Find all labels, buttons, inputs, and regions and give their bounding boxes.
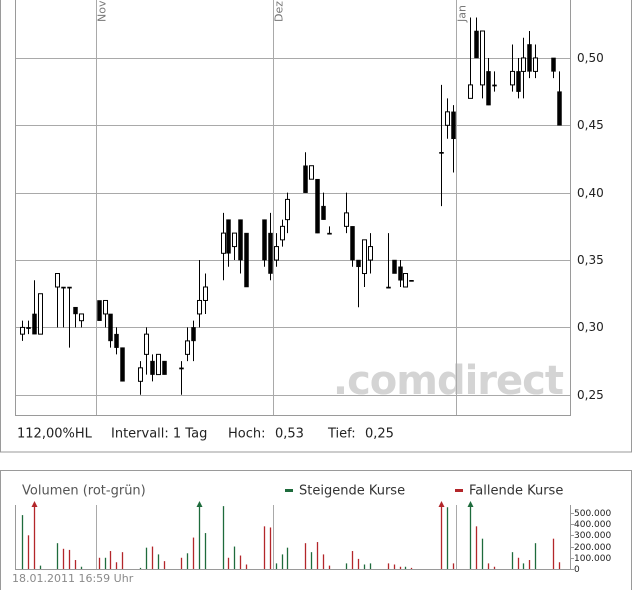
volume-tick-label: 400.000 [574, 520, 611, 530]
candle-body [356, 259, 361, 268]
y-tick-label: 0,50 [577, 51, 604, 65]
candle-body [368, 246, 373, 261]
candle-body [321, 205, 326, 220]
timestamp: 18.01.2011 16:59 Uhr [12, 572, 134, 585]
candle-body [285, 198, 290, 221]
candle-body [344, 212, 349, 227]
high-label: Hoch: [228, 427, 266, 442]
candle-body [510, 70, 515, 86]
candle-body [150, 360, 155, 375]
volume-overflow-arrow [31, 501, 38, 507]
candle-body [362, 239, 367, 275]
candle-body [303, 165, 308, 193]
candle-body [114, 333, 119, 348]
candle-body [480, 30, 485, 86]
candle-body [309, 165, 314, 180]
volume-tick-label: 300.000 [574, 531, 611, 541]
x-tick-label: Dez [273, 1, 286, 22]
candle-body [350, 226, 355, 261]
candle-body [262, 219, 267, 261]
candle-body [327, 232, 332, 235]
candle-body [516, 71, 521, 92]
volume-tick-label: 500.000 [574, 509, 611, 519]
candle-body [392, 259, 397, 274]
volume-overflow-arrow [438, 501, 445, 507]
candle-body [238, 219, 243, 261]
candle-body [551, 57, 556, 72]
volume-tick-label: 200.000 [574, 543, 611, 553]
candle-body [185, 340, 190, 355]
candle-body [191, 327, 196, 342]
candle-body [67, 286, 72, 289]
candle-body [55, 273, 60, 288]
y-tick-label: 0,40 [577, 186, 604, 200]
legend-swatch [285, 489, 293, 492]
candle-body [108, 313, 113, 342]
candle-body [451, 111, 456, 140]
candle-body [244, 232, 249, 288]
candle-body [527, 44, 532, 72]
candle-body [32, 313, 37, 335]
scale-info: 112,00%HL [17, 427, 93, 442]
candle-body [533, 57, 538, 72]
candle-body [203, 286, 208, 301]
low-value: 0,25 [365, 427, 394, 442]
candle-body [557, 91, 562, 126]
candle-body [274, 246, 279, 261]
candle-body [521, 57, 526, 72]
candle-body [61, 286, 66, 289]
candle-body [409, 280, 414, 282]
volume-tick-label: 100.000 [574, 554, 611, 564]
y-tick-label: 0,30 [577, 320, 604, 334]
candle-body [73, 306, 78, 315]
candle-body [97, 300, 102, 321]
candle-body [26, 327, 31, 329]
candle-body [232, 232, 237, 248]
candle-body [386, 286, 391, 289]
candle-body [445, 111, 450, 126]
y-tick-label: 0,35 [577, 253, 604, 267]
candle-body [38, 293, 43, 335]
candle-body [221, 232, 226, 254]
candle-body [156, 353, 161, 376]
x-tick-label: Jan [456, 5, 469, 23]
candle-body [103, 299, 108, 315]
candle-body [398, 266, 403, 281]
candle-body [226, 219, 231, 254]
candle-body [120, 347, 125, 382]
volume-overflow-arrow [467, 501, 474, 507]
candle-body [20, 326, 25, 335]
volume-tick-label: 0 [574, 565, 580, 575]
candle-body [486, 71, 491, 106]
high-value: 0,53 [275, 427, 304, 442]
watermark: .comdirect [333, 358, 564, 404]
candle-body [315, 178, 320, 234]
candle-body [492, 84, 497, 87]
volume-title: Volumen (rot-grün) [22, 484, 146, 499]
legend-label: Steigende Kurse [299, 484, 405, 499]
candle-body [144, 333, 149, 355]
volume-panel [0, 470, 632, 590]
low-label: Tief: [327, 427, 356, 442]
candle-body [468, 84, 473, 99]
x-tick-label: Nov [96, 0, 109, 22]
legend-swatch [455, 489, 463, 492]
candle-body [439, 152, 444, 154]
legend-label: Fallende Kurse [469, 484, 563, 499]
interval-info: Intervall: 1 Tag [111, 427, 207, 442]
candle-body [197, 299, 202, 315]
candle-body [138, 367, 143, 382]
candle-body [162, 360, 167, 375]
candle-body [268, 232, 273, 274]
candle-body [179, 367, 184, 370]
candle-body [79, 313, 84, 322]
y-tick-label: 0,25 [577, 388, 604, 402]
candle-body [403, 273, 408, 288]
candle-body [474, 30, 479, 59]
candle-body [280, 225, 285, 241]
y-tick-label: 0,45 [577, 118, 604, 132]
volume-overflow-arrow [196, 501, 203, 507]
